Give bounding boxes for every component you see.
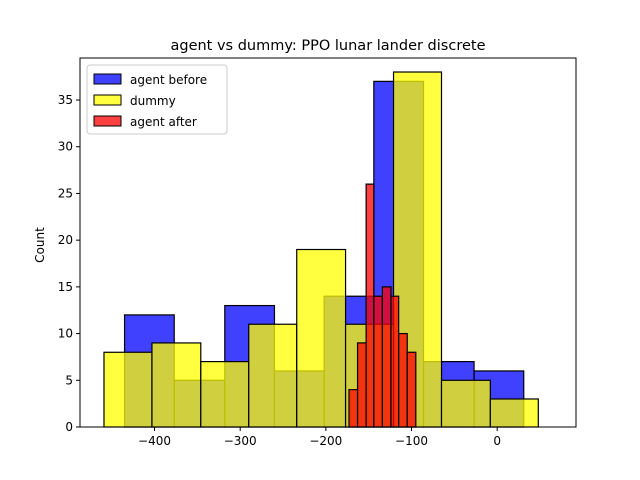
x-tick-label: −300 (224, 434, 257, 448)
y-tick-label: 20 (58, 233, 73, 247)
y-axis-label: Count (33, 227, 47, 263)
bar-agent-after-0 (348, 389, 359, 428)
bar-dummy-4 (296, 248, 347, 428)
chart-title: agent vs dummy: PPO lunar lander discret… (170, 38, 485, 54)
y-tick-label: 5 (65, 373, 73, 387)
x-tick-label: −400 (138, 434, 171, 448)
legend-box (86, 64, 228, 135)
legend-label-agent-after: agent after (130, 115, 197, 129)
legend-swatch-dummy (93, 94, 122, 106)
y-tick-label: 35 (58, 93, 73, 107)
plot-area (103, 71, 539, 428)
y-tick-label: 25 (58, 186, 73, 200)
legend-swatch-agent-after (93, 115, 122, 127)
bar-agent-after-7 (406, 351, 417, 428)
bar-agent-after-6 (398, 332, 408, 428)
x-tick-label: 0 (493, 434, 501, 448)
legend-label-agent-before: agent before (130, 73, 207, 87)
legend-swatch-agent-before (93, 73, 122, 85)
legend-label-dummy: dummy (130, 94, 176, 108)
bar-agent-after-4 (381, 286, 392, 428)
bar-agent-after-1 (356, 342, 367, 428)
y-tick-label: 30 (58, 140, 73, 154)
bar-dummy-8 (489, 398, 539, 428)
bar-dummy-2 (200, 361, 250, 428)
axes: −400 −300 −200 −100 0 0 5 10 15 20 25 30 35 (58, 57, 577, 448)
bar-agent-after-3 (373, 295, 383, 428)
x-tick-label: −200 (309, 434, 342, 448)
bar-dummy-1 (151, 342, 202, 428)
x-tick-label: −100 (395, 434, 428, 448)
y-tick-label: 0 (65, 420, 73, 434)
y-tick-label: 10 (58, 327, 73, 341)
y-tick-label: 15 (58, 280, 73, 294)
bar-dummy-0 (103, 351, 153, 428)
legend: agent before dummy agent after (86, 64, 228, 135)
bar-dummy-7 (440, 379, 491, 428)
bar-agent-after-2 (365, 183, 375, 428)
bar-agent-after-5 (390, 295, 400, 428)
axes-frame (79, 57, 577, 428)
bar-dummy-3 (248, 323, 298, 428)
